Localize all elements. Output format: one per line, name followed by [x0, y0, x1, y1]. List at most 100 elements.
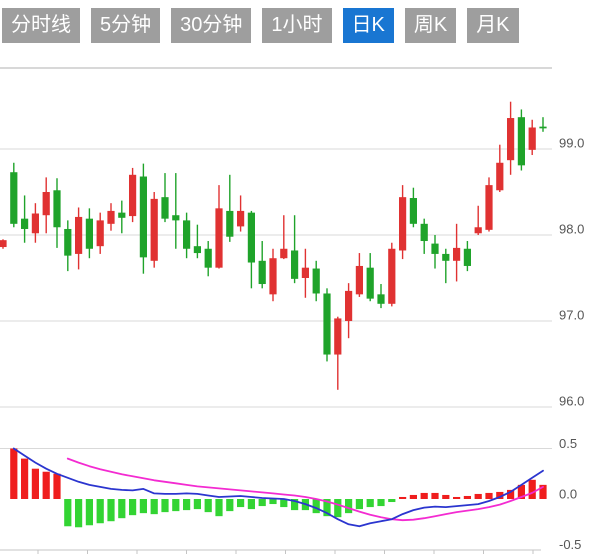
macd-bar: [42, 471, 50, 499]
candle: [42, 177, 50, 234]
candle: [345, 283, 353, 339]
candle: [312, 260, 320, 302]
candle: [21, 195, 29, 243]
macd-bar: [399, 496, 407, 499]
candle: [269, 248, 277, 302]
price-axis-label: 99.0: [559, 135, 584, 150]
macd-bar: [528, 479, 536, 499]
candle: [96, 212, 104, 254]
candle: [53, 178, 61, 248]
macd-axis-label: 0.0: [559, 486, 577, 501]
tab-daily-k[interactable]: 日K: [342, 8, 394, 43]
tab-5min[interactable]: 5分钟: [91, 8, 161, 43]
macd-bar: [442, 494, 450, 499]
candle: [75, 207, 83, 270]
dea-line: [66, 457, 544, 522]
candle: [172, 173, 180, 249]
candle: [0, 239, 7, 249]
macd-bar: [247, 499, 255, 510]
macd-bar: [269, 499, 277, 505]
macd-bar: [507, 489, 515, 499]
macd-bar: [496, 491, 504, 499]
candle: [355, 253, 363, 297]
macd-bar: [517, 484, 525, 499]
tab-weekly-k[interactable]: 周K: [404, 8, 457, 43]
macd-bar: [345, 499, 353, 514]
candle: [507, 101, 515, 175]
period-tabbar: 分时线 5分钟 30分钟 1小时 日K 周K 月K: [2, 8, 519, 43]
macd-bar: [21, 458, 29, 499]
candle: [85, 208, 93, 259]
macd-bar: [377, 499, 385, 507]
candle: [183, 212, 191, 259]
macd-bar: [226, 499, 234, 512]
macd-axis-label: 0.5: [559, 436, 577, 451]
candle: [431, 235, 439, 269]
macd-bar: [258, 499, 266, 507]
macd-bar: [463, 495, 471, 499]
macd-bar: [474, 493, 482, 499]
candle: [377, 284, 385, 309]
candle: [474, 205, 482, 235]
candle: [31, 203, 39, 243]
candle: [161, 173, 169, 223]
macd-bar: [204, 499, 212, 513]
time-axis: [0, 549, 541, 554]
candle: [366, 253, 374, 302]
macd-bar: [453, 496, 461, 499]
candle: [485, 177, 493, 232]
candle: [463, 241, 471, 272]
macd-bar: [10, 448, 18, 499]
price-axis-label: 96.0: [559, 393, 584, 408]
macd-bar: [420, 492, 428, 499]
candle: [150, 192, 158, 268]
candle: [388, 242, 396, 307]
macd-bar: [64, 499, 72, 527]
macd-bar: [161, 499, 169, 513]
candle: [247, 210, 255, 289]
candlestick-series: [0, 101, 547, 390]
macd-bar: [291, 499, 299, 511]
price-axis-label: 97.0: [559, 307, 584, 322]
candle: [399, 185, 407, 260]
tab-1hour[interactable]: 1小时: [262, 8, 332, 43]
candle: [215, 185, 223, 269]
macd-histogram: [10, 448, 547, 528]
tab-minute-line[interactable]: 分时线: [2, 8, 80, 43]
candle: [496, 144, 504, 192]
macd-bar: [85, 499, 93, 526]
candle: [442, 248, 450, 284]
candle: [323, 288, 331, 362]
macd-bar: [75, 499, 83, 528]
candle: [237, 195, 245, 232]
macd-bar: [539, 484, 547, 499]
candle: [301, 248, 309, 298]
macd-bar: [96, 499, 104, 524]
candle: [517, 109, 525, 171]
macd-bar: [118, 499, 126, 519]
candle: [453, 223, 461, 282]
candle: [10, 162, 18, 228]
candle: [107, 203, 115, 231]
macd-bar: [334, 499, 342, 518]
tab-monthly-k[interactable]: 月K: [467, 8, 519, 43]
macd-bar: [215, 499, 223, 517]
dif-line: [12, 447, 544, 528]
macd-bar: [150, 499, 158, 515]
candle: [64, 220, 72, 272]
candle: [280, 215, 288, 260]
macd-bar: [355, 499, 363, 510]
price-grid: 99.0 98.0 97.0 96.0: [0, 67, 584, 408]
candle: [258, 241, 266, 289]
macd-bar: [129, 499, 137, 516]
candle: [334, 316, 342, 390]
candle: [129, 167, 137, 223]
macd-bar: [107, 499, 115, 522]
price-axis-label: 98.0: [559, 221, 584, 236]
candle: [291, 215, 299, 284]
macd-bar: [172, 499, 180, 512]
macd-bar: [409, 494, 417, 499]
tab-30min[interactable]: 30分钟: [171, 8, 252, 43]
